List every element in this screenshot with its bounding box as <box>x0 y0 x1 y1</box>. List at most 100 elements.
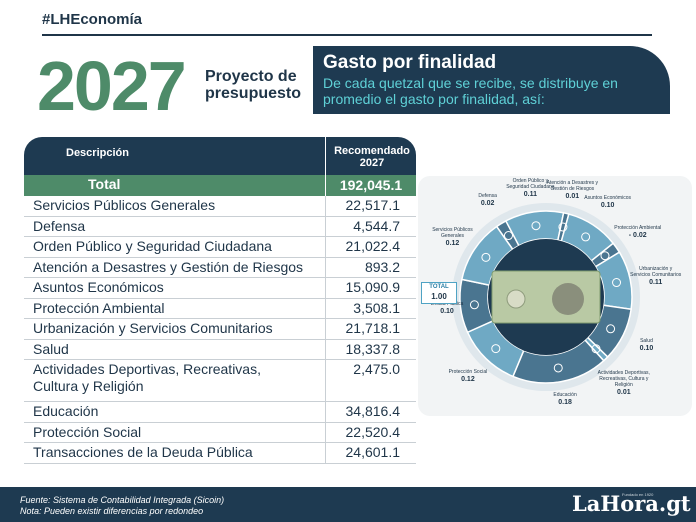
slice-name: Atención a Desastres y Gestión de Riesgo… <box>546 180 599 193</box>
donut-slice-label: Defensa 0.02 <box>461 193 515 208</box>
row-value: 4,544.7 <box>325 216 416 236</box>
row-description: Transacciones de la Deuda Pública <box>33 444 253 460</box>
row-description: Educación <box>33 403 99 419</box>
budget-table: Descripción Recomendado 2027 Total 192,0… <box>24 137 416 464</box>
table-row: Atención a Desastres y Gestión de Riesgo… <box>24 257 416 278</box>
year-subtitle-line2: presupuesto <box>205 85 302 102</box>
table-row: Educación 34,816.4 <box>24 402 416 423</box>
donut-total-label: TOTAL <box>429 284 449 290</box>
footer-note: Nota: Pueden existir diferencias por red… <box>20 506 204 516</box>
slice-name: Protección Social <box>448 369 488 376</box>
header-divider <box>325 137 326 175</box>
row-value: 15,090.9 <box>325 278 416 298</box>
table-row: Servicios Públicos Generales 22,517.1 <box>24 196 416 217</box>
row-value: 21,718.1 <box>325 319 416 339</box>
row-description: Protección Ambiental <box>33 299 165 316</box>
donut-slice-label: Salud 0.10 <box>619 338 673 353</box>
banknote-portrait-icon <box>552 283 584 315</box>
total-label: Total <box>88 176 121 192</box>
slice-value: - 0.02 <box>628 231 647 239</box>
row-value: 34,816.4 <box>325 402 416 422</box>
slice-value: 0.10 <box>440 308 454 316</box>
donut-slice-label: Protección Social 0.12 <box>441 369 495 384</box>
donut-slice-label: Educación 0.18 <box>538 392 592 407</box>
row-description: Protección Social <box>33 423 142 440</box>
category-icon <box>591 344 601 354</box>
table-row: Orden Público y Seguridad Ciudadana 21,02… <box>24 237 416 258</box>
category-icon <box>491 344 501 354</box>
lahora-logo: LaHora.gt <box>572 491 691 516</box>
table-row: Salud 18,337.8 <box>24 339 416 360</box>
row-value: 3,508.1 <box>325 298 416 318</box>
donut-slice-label: Urbanización y Servicios Comunitarios 0.1… <box>629 266 683 287</box>
slice-value: 0.02 <box>480 200 495 208</box>
year-subtitle-line1: Proyecto de <box>205 68 297 85</box>
table-row: Defensa 4,544.7 <box>24 216 416 237</box>
logo-tagline: Fundado en 1920 <box>622 492 654 497</box>
category-icon <box>600 251 610 261</box>
donut-slice-label: Asuntos Económicos 0.10 <box>581 195 635 210</box>
gasto-banner: Gasto por finalidad De cada quetzal que … <box>313 46 670 114</box>
table-row: Protección Ambiental 3,508.1 <box>24 298 416 319</box>
slice-value: 0.11 <box>649 279 663 287</box>
slice-value: 0.18 <box>558 399 572 406</box>
slice-name: Orden Público y Seguridad Ciudadana <box>506 178 555 191</box>
slice-name: Educación <box>553 392 577 398</box>
total-row: Total 192,045.1 <box>24 175 416 196</box>
gasto-description: De cada quetzal que se recibe, se distri… <box>323 75 618 107</box>
slice-name: Salud <box>640 338 653 345</box>
table-row: Urbanización y Servicios Comunitarios 21,… <box>24 319 416 340</box>
table-body: Servicios Públicos Generales 22,517.1 Defe… <box>24 196 416 464</box>
row-description: Asuntos Económicos <box>33 279 164 295</box>
row-value: 18,337.8 <box>325 339 416 359</box>
table-row: Transacciones de la Deuda Pública 24,601.… <box>24 443 416 464</box>
row-description: Atención a Desastres y Gestión de Riesgo… <box>33 258 304 275</box>
top-rule <box>42 34 652 36</box>
hashtag: #LHEconomía <box>42 11 143 28</box>
total-value: 192,045.1 <box>325 175 416 196</box>
category-icon <box>606 324 616 334</box>
category-icon <box>553 363 563 373</box>
row-value: 893.2 <box>325 257 416 277</box>
category-icon <box>581 232 591 242</box>
slice-value: 0.12 <box>445 240 460 248</box>
banknote-seal-icon <box>506 289 526 309</box>
donut-chart <box>452 203 640 391</box>
table-row: Protección Social 22,520.4 <box>24 422 416 443</box>
slice-name: Deuda Pública <box>430 301 464 308</box>
row-value: 2,475.0 <box>325 360 416 401</box>
table-row: Asuntos Económicos 15,090.9 <box>24 278 416 299</box>
row-description: Servicios Públicos Generales <box>33 197 216 213</box>
slice-name: Defensa <box>478 193 497 200</box>
slice-value: 0.10 <box>639 345 654 353</box>
footer-source: Fuente: Sistema de Contabilidad Integrad… <box>20 495 225 505</box>
donut-total-value: 1.00 <box>431 292 447 301</box>
donut-slice-label: Atención a Desastres y Gestión de Riesgo… <box>545 180 599 201</box>
footer: Fuente: Sistema de Contabilidad Integrad… <box>0 487 696 522</box>
row-description: Orden Público y Seguridad Ciudadana <box>33 238 272 254</box>
donut-slice-label: Deuda Pública 0.10 <box>420 301 474 316</box>
slice-value: 0.01 <box>565 193 580 201</box>
row-value: 21,022.4 <box>325 237 416 257</box>
slice-value: 0.11 <box>523 191 538 199</box>
row-description: Urbanización y Servicios Comunitarios <box>33 320 273 336</box>
year-subtitle: Proyecto de presupuesto <box>205 68 301 102</box>
slice-value: 0.10 <box>600 202 615 210</box>
donut-slice-label: Protección Ambiental - 0.02 <box>611 225 665 240</box>
slice-value: 0.12 <box>461 376 475 384</box>
donut-slice-label: Orden Público y Seguridad Ciudadana 0.11 <box>503 178 557 199</box>
donut-slice-label: Servicios Públicos Generales 0.12 <box>425 227 479 248</box>
slice-name: Asuntos Económicos <box>584 195 631 202</box>
gasto-title: Gasto por finalidad <box>323 52 497 73</box>
table-row: Actividades Deportivas, Recreativas, Cul… <box>24 360 416 402</box>
donut-total-box: TOTAL 1.00 <box>421 282 457 304</box>
row-description: Defensa <box>33 217 86 234</box>
table-header: Descripción Recomendado 2027 <box>24 137 416 175</box>
slice-value: 0.01 <box>616 388 631 396</box>
row-description: Actividades Deportivas, Recreativas, Cul… <box>33 361 261 394</box>
year-title: 2027 <box>37 47 187 125</box>
category-icon <box>481 252 491 262</box>
slice-name: Urbanización y Servicios Comunitarios <box>630 266 682 279</box>
category-icon <box>531 221 541 231</box>
column-header-recommended: Recomendado 2027 <box>334 145 410 169</box>
